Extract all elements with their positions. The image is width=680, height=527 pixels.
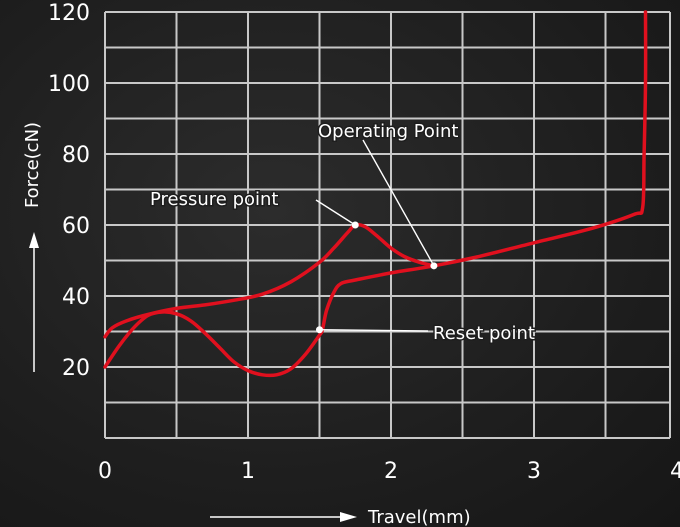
annotation-label: Operating Point (318, 121, 458, 142)
force-curve-1 (103, 10, 648, 378)
annotation-marker (316, 326, 323, 334)
y-tick-label: 100 (48, 72, 90, 97)
annotation-label: Pressure point (150, 189, 279, 210)
annotation-leader (319, 329, 429, 332)
annotation-group: Operating Point Pressure point Reset point (149, 120, 537, 346)
x-axis-arrow-head (340, 512, 357, 522)
grid (104, 11, 671, 439)
x-tick-label: 1 (241, 459, 255, 484)
force-curve-2 (103, 222, 436, 339)
annotation-marker (351, 221, 359, 229)
x-tick-label: 4 (670, 459, 680, 484)
annotation-leader (315, 199, 356, 226)
y-axis-arrow-head (29, 232, 39, 248)
y-tick-label: 40 (62, 285, 90, 310)
tick-labels: 0 1 2 3 4 120 100 80 60 40 20 (48, 1, 680, 484)
annotation-marker (430, 262, 438, 270)
annotation-label: Reset point (433, 323, 535, 344)
x-axis-title: Travel(mm) (367, 507, 471, 527)
y-tick-label: 80 (62, 143, 90, 168)
x-tick-label: 0 (98, 459, 112, 484)
series-group (103, 10, 648, 378)
x-tick-label: 2 (384, 459, 398, 484)
y-tick-label: 120 (48, 1, 90, 26)
y-tick-label: 20 (62, 356, 90, 381)
annotation-leader (362, 139, 435, 267)
x-tick-label: 3 (527, 459, 541, 484)
y-tick-label: 60 (62, 214, 90, 239)
y-axis-title: Force(cN) (22, 122, 43, 208)
